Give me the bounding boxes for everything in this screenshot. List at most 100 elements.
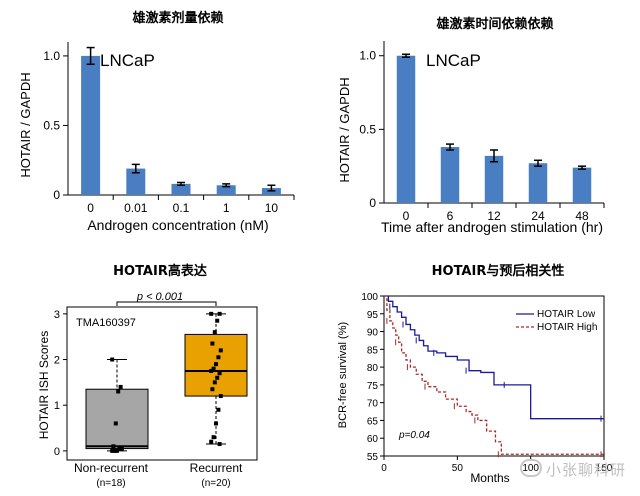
y-tick-label: 95 <box>367 310 379 321</box>
y-tick-label: 80 <box>367 363 379 374</box>
ish-group-nonrecurrent-label: Non-recurrent <box>74 461 149 475</box>
data-point <box>209 368 214 373</box>
data-point <box>117 446 122 451</box>
y-tick-label: 0 <box>53 188 60 202</box>
legend-low-label: HOTAIR Low <box>537 309 596 320</box>
y-tick-label: 1 <box>54 400 60 412</box>
x-tick-label: 100 <box>522 463 539 474</box>
data-point <box>212 380 217 385</box>
ish-group-recurrent-n: (n=20) <box>201 478 230 489</box>
x-tick-label: 0.01 <box>124 201 148 215</box>
legend-high-label: HOTAIR High <box>537 322 597 333</box>
data-point <box>214 362 218 367</box>
data-point <box>215 318 220 323</box>
x-tick-label: 12 <box>487 209 501 223</box>
x-tick-label: 0 <box>403 209 410 223</box>
bar <box>572 167 592 203</box>
time-y-axis-label: HOTAIR / GAPDH <box>337 77 352 182</box>
data-point <box>218 394 223 399</box>
dose-cell-line-label: LNCaP <box>100 51 155 70</box>
ish-boxplot-panel: HOTAIR高表达 0 1 2 3 TMA160397 p < 0.001 HOTAI… <box>37 263 258 489</box>
survival-pvalue-label: p=0.04 <box>398 430 430 441</box>
dose-response-panel: 雄激素剂量依赖 0 0.5 1.0 0 0.01 0.1 1 10 LNCaP Androge… <box>18 10 295 233</box>
survival-x-axis-label: Months <box>470 471 509 485</box>
data-point <box>209 439 214 444</box>
x-tick-label: 24 <box>531 209 545 223</box>
data-point <box>110 448 115 453</box>
plot-frame <box>383 295 605 457</box>
x-tick-label: 0.1 <box>173 201 190 215</box>
data-point <box>116 389 121 394</box>
dose-plot-area: 0 0.5 1.0 0 0.01 0.1 1 10 <box>43 42 295 215</box>
time-plot-area: 0 0.5 1.0 0 6 12 24 48 <box>359 41 605 223</box>
data-point <box>211 435 216 440</box>
y-tick-label: 0 <box>54 446 60 458</box>
y-tick-label: 85 <box>367 345 379 356</box>
ish-group-nonrecurrent-n: (n=18) <box>96 478 125 489</box>
bar <box>396 55 416 204</box>
box-0 <box>85 388 149 450</box>
data-point <box>112 448 117 453</box>
data-point <box>111 444 116 449</box>
data-point <box>113 421 118 426</box>
y-tick-label: 70 <box>367 399 379 410</box>
ish-tma-label: TMA160397 <box>76 317 136 329</box>
dose-y-axis-label: HOTAIR / GAPDH <box>18 72 33 177</box>
ish-significance-label: p < 0.001 <box>136 291 183 303</box>
x-tick-label: 0 <box>87 201 94 215</box>
ish-y-axis-label: HOTAIR ISH Scores <box>37 331 51 439</box>
time-course-panel: 雄激素时间依赖依赖 0 0.5 1.0 0 6 12 24 48 LNCaP Time aft… <box>337 16 605 235</box>
data-point <box>211 366 216 371</box>
y-tick-label: 60 <box>367 434 379 445</box>
bar <box>440 147 460 203</box>
data-point <box>217 442 222 447</box>
data-point <box>110 357 115 362</box>
data-point <box>118 384 123 389</box>
y-tick-label: 0 <box>369 196 376 210</box>
data-point <box>210 387 215 392</box>
y-tick-label: 75 <box>367 381 379 392</box>
survival-plot-area: 55 60 65 70 75 80 85 90 95 100 0 50 100 150 <box>361 292 612 474</box>
data-point <box>218 348 223 353</box>
survival-y-axis-label: BCR-free survival (%) <box>337 322 349 428</box>
data-point <box>119 446 124 451</box>
y-tick-label: 0.5 <box>359 122 376 136</box>
data-point <box>216 407 221 412</box>
ish-panel-heading: HOTAIR高表达 <box>113 263 207 279</box>
survival-curve-high <box>384 295 604 455</box>
x-tick-label: 48 <box>575 209 589 223</box>
x-tick-label: 1 <box>223 201 230 215</box>
survival-legend: HOTAIR Low HOTAIR High <box>516 309 597 333</box>
y-tick-label: 65 <box>367 416 379 427</box>
data-point <box>212 330 217 335</box>
time-panel-heading: 雄激素时间依赖依赖 <box>435 16 553 32</box>
y-tick-label: 0.5 <box>43 118 60 132</box>
x-tick-label: 0 <box>381 463 387 474</box>
data-point <box>115 448 119 453</box>
survival-panel: HOTAIR与预后相关性 55 60 65 70 75 80 85 90 95 100 0 50 100… <box>337 263 613 485</box>
x-tick-label: 50 <box>452 463 464 474</box>
y-tick-label: 100 <box>361 292 378 303</box>
y-tick-label: 1.0 <box>43 49 60 63</box>
x-tick-label: 10 <box>265 201 279 215</box>
survival-panel-heading: HOTAIR与预后相关性 <box>432 263 565 279</box>
y-tick-label: 90 <box>367 328 379 339</box>
plot-frame <box>66 306 258 461</box>
y-tick-label: 1.0 <box>359 49 376 63</box>
data-point <box>216 355 221 360</box>
data-point <box>214 421 218 426</box>
bar <box>126 168 146 195</box>
time-cell-line-label: LNCaP <box>426 51 481 70</box>
significance-bracket <box>116 301 217 306</box>
y-tick-label: 2 <box>54 355 60 367</box>
data-point <box>215 375 220 380</box>
watermark: 小张聊科研 <box>519 459 626 480</box>
bar <box>484 155 504 203</box>
dose-panel-heading: 雄激素剂量依赖 <box>131 10 223 26</box>
x-tick-label: 150 <box>596 463 613 474</box>
x-tick-label: 6 <box>447 209 454 223</box>
data-point <box>217 311 222 316</box>
survival-curve-low <box>384 295 604 420</box>
dose-x-axis-label: Androgen concentration (nM) <box>87 217 268 233</box>
